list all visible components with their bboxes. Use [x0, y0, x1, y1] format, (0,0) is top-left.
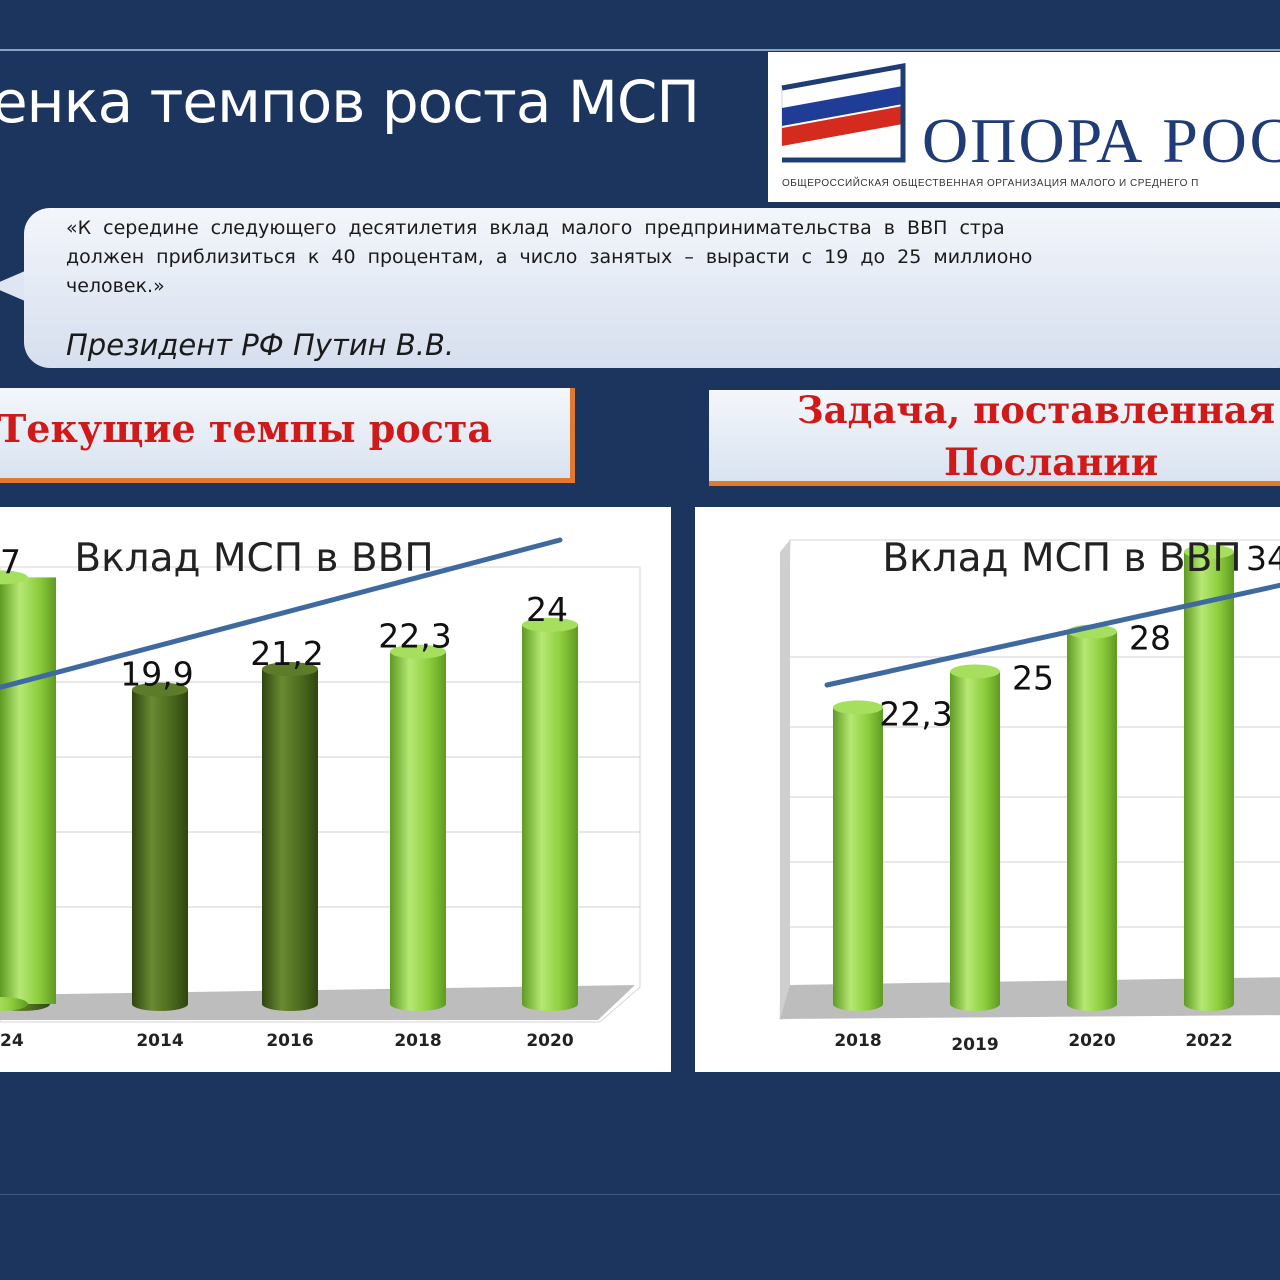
bar-bottom — [132, 997, 188, 1011]
bar-bottom — [833, 997, 883, 1011]
bar — [132, 682, 188, 1011]
trend-line — [824, 582, 1280, 688]
category-label: 2024 — [0, 1031, 24, 1051]
header-target-line-2: Послании — [944, 440, 1159, 484]
header-target-line-1: Задача, поставленная — [797, 390, 1276, 432]
logo-subtitle: ОБЩЕРОССИЙСКАЯ ОБЩЕСТВЕННАЯ ОРГАНИЗАЦИЯ … — [782, 178, 1199, 189]
bar-bottom — [262, 997, 318, 1011]
bar-bottom — [0, 997, 28, 1011]
bar-top — [132, 682, 188, 697]
bar-top — [262, 662, 318, 677]
bar — [0, 570, 56, 1011]
bar — [1067, 624, 1117, 1011]
bar — [522, 617, 578, 1011]
quote-line-2: должен приблизиться к 40 процентам, а чи… — [66, 246, 1033, 268]
quote-line-1: «К середине следующего десятилетия вклад… — [66, 217, 1005, 239]
bar — [833, 700, 883, 1011]
chart-side-wall — [780, 540, 790, 1019]
data-label: 19,9 — [120, 655, 193, 694]
data-label: 21,2 — [250, 634, 323, 673]
bar-body — [262, 669, 318, 1004]
russian-flag-logo-icon — [781, 63, 906, 163]
bar-top — [522, 617, 578, 632]
bar-top — [390, 644, 446, 659]
bar-top — [833, 700, 883, 715]
category-label: 2016 — [266, 1031, 313, 1051]
category-label: 2022 — [1185, 1031, 1232, 1051]
quote-bubble: «К середине следующего десятилетия вклад… — [24, 208, 1280, 368]
quote-text: «К середине следующего десятилетия вклад… — [66, 214, 1280, 301]
chart-title: Вклад МСП в ВВП — [74, 536, 433, 581]
quote-author: Президент РФ Путин В.В. — [66, 328, 455, 362]
bar-body — [1067, 631, 1117, 1004]
quote-line-3: человек.» — [66, 275, 165, 297]
category-label: 2018 — [394, 1031, 441, 1051]
trend-line — [0, 537, 563, 690]
header-current-growth: Текущие темпы роста — [0, 388, 575, 483]
bar-body — [950, 671, 1000, 1004]
bar-bottom — [1184, 997, 1234, 1011]
bar-body — [833, 707, 883, 1004]
data-label: 22,3 — [879, 694, 952, 733]
data-label: 22,3 — [378, 617, 451, 656]
chart-floor — [780, 977, 1280, 1019]
bar-top — [0, 570, 28, 585]
bar-top — [950, 664, 1000, 679]
category-label: 2020 — [1068, 1031, 1115, 1051]
bar-bottom — [950, 997, 1000, 1011]
logo-text: ОПОРА РОС — [922, 105, 1280, 176]
data-label: 24 — [526, 590, 568, 629]
opora-logo: ОПОРА РОС ОБЩЕРОССИЙСКАЯ ОБЩЕСТВЕННАЯ ОР… — [768, 52, 1280, 202]
chart-current-growth: 19,9 2014 21,2 2016 22,3 2018 24 2020 27 2024 Вкла… — [0, 536, 641, 1051]
data-label: 27 — [0, 542, 21, 581]
category-label: 2014 — [136, 1031, 183, 1051]
chart-panel-current: 19,9 2014 21,2 2016 22,3 2018 24 2020 27 2024 Вкла… — [0, 507, 671, 1072]
bar — [390, 644, 446, 1011]
bar-body — [1184, 551, 1234, 1004]
category-label: 2018 — [834, 1031, 881, 1051]
bar-top — [1184, 544, 1234, 559]
data-label: 25 — [1012, 659, 1054, 698]
bottom-divider — [0, 1194, 1280, 1195]
bar-bottom — [390, 997, 446, 1011]
bar — [950, 664, 1000, 1011]
top-divider — [0, 49, 1280, 51]
page-title: енка темпов роста МСП — [0, 68, 700, 136]
bar-body — [390, 651, 446, 1004]
bar-body — [522, 624, 578, 1004]
bar-body — [132, 689, 188, 1004]
chart-target-growth: 22,3 2018 25 2019 28 2020 34 2022 Вклад МСП в ВВ… — [779, 536, 1280, 1055]
category-label: 2020 — [526, 1031, 573, 1051]
header-current-growth-text: Текущие темпы роста — [0, 406, 493, 451]
data-label: 34 — [1246, 539, 1280, 578]
header-target: Задача, поставленная Послании — [709, 390, 1280, 486]
chart-title: Вклад МСП в ВВП — [882, 536, 1241, 581]
bar-body — [0, 577, 56, 1004]
bar-bottom — [522, 997, 578, 1011]
bar — [262, 662, 318, 1011]
bar — [1184, 544, 1234, 1011]
chart-panel-target: 22,3 2018 25 2019 28 2020 34 2022 Вклад МСП в ВВ… — [695, 507, 1280, 1072]
data-label: 28 — [1129, 619, 1171, 658]
bar-bottom — [1067, 997, 1117, 1011]
category-label: 2019 — [951, 1035, 998, 1055]
